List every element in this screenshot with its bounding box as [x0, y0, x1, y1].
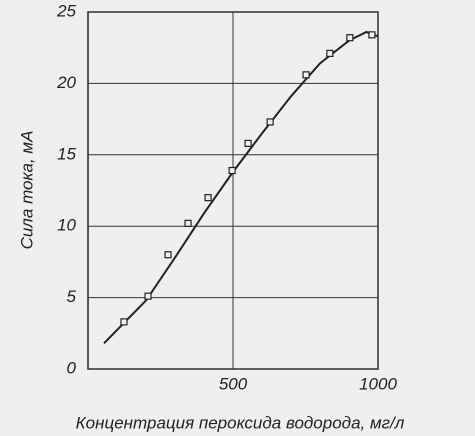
y-axis-label: Сила тока, мА — [17, 131, 36, 250]
y-tick-label: 15 — [57, 144, 76, 163]
data-point — [184, 219, 192, 227]
data-point — [204, 194, 212, 202]
data-point — [120, 318, 128, 326]
data-point — [346, 34, 354, 42]
data-point — [244, 139, 252, 147]
fit-curve — [103, 30, 379, 345]
data-point — [164, 251, 172, 259]
x-tick-label: 500 — [219, 374, 248, 393]
data-point — [144, 292, 152, 300]
data-point — [326, 49, 334, 58]
data-point — [228, 166, 236, 175]
x-axis-label: Концентрация пероксида водорода, мг/л — [76, 413, 405, 432]
y-tick-label: 0 — [67, 358, 77, 377]
x-tick-label: 1000 — [359, 374, 397, 393]
y-tick-label: 10 — [57, 216, 76, 235]
data-point — [266, 118, 274, 126]
y-tick-label: 20 — [56, 73, 76, 92]
y-tick-label: 25 — [56, 1, 76, 20]
y-tick-label: 5 — [67, 287, 77, 306]
data-point — [368, 31, 376, 39]
data-point — [302, 71, 310, 79]
